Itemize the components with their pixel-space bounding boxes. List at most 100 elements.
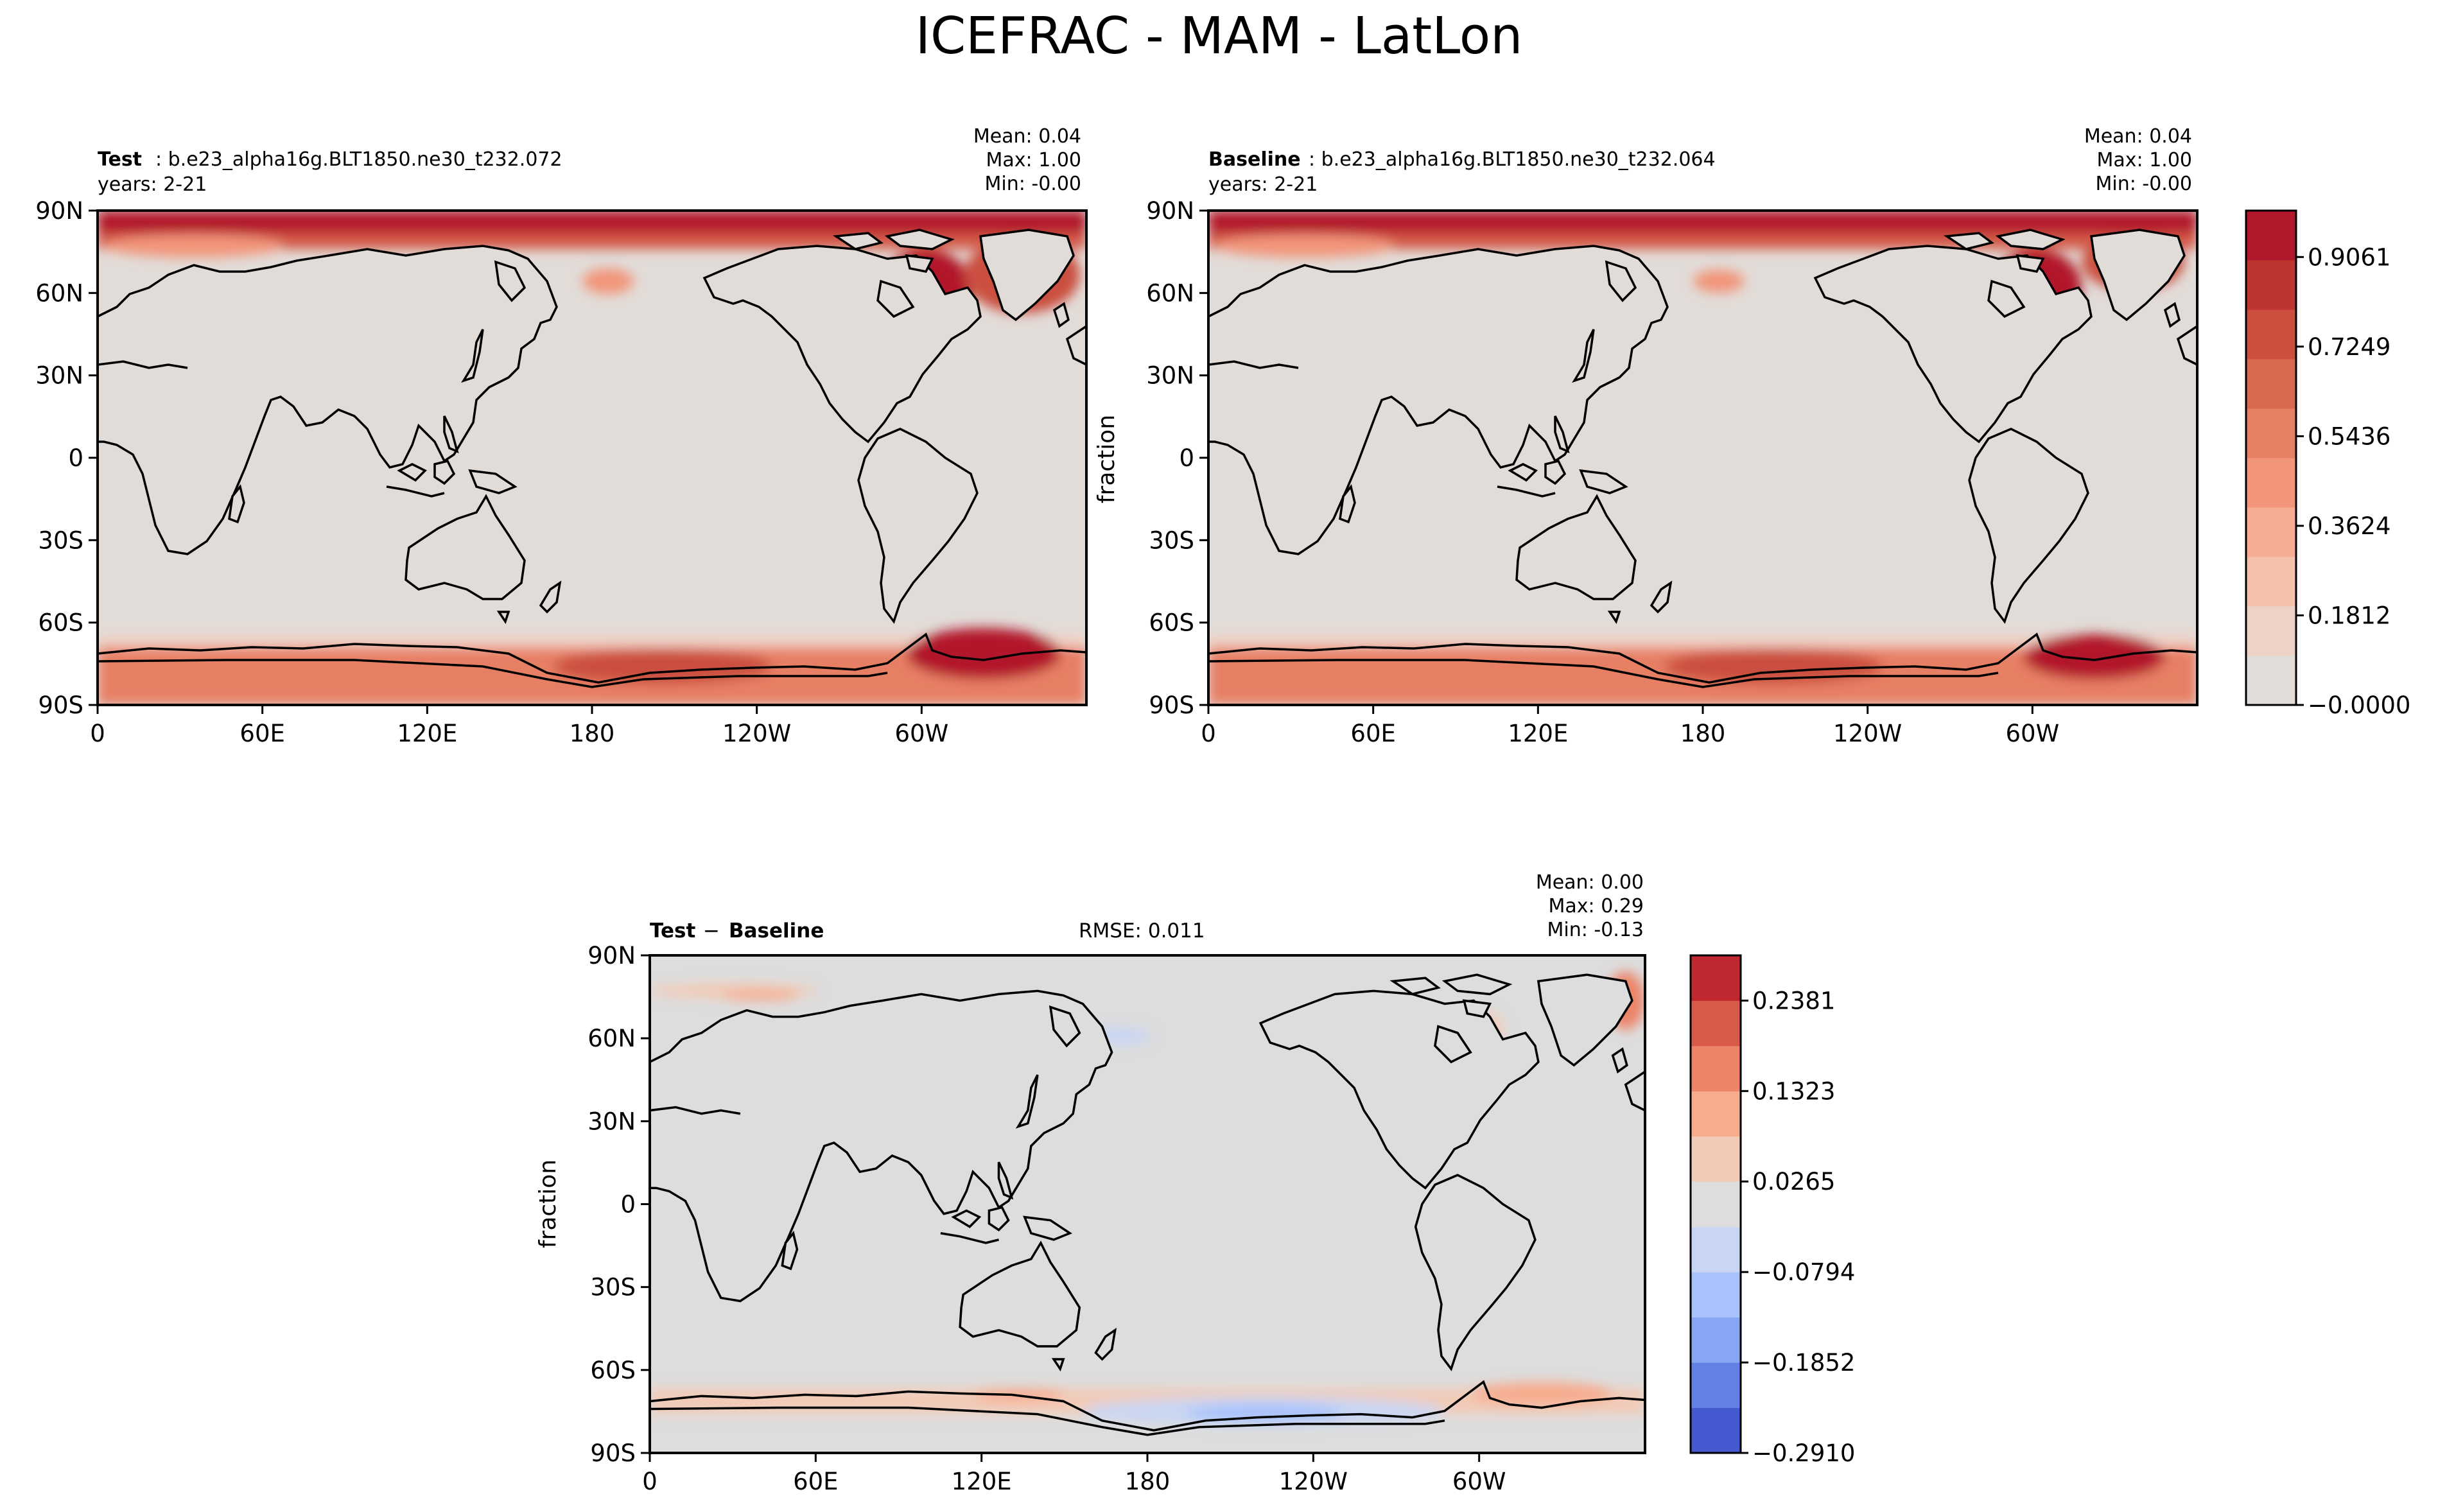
colorbar-segment (2246, 359, 2296, 409)
xtick-label: 60W (894, 720, 948, 747)
xtick-label: 60E (1350, 720, 1395, 747)
baseline-years: years: 2-21 (1208, 173, 1318, 196)
colorbar-segment (1691, 1226, 1741, 1273)
colorbar-segment (2246, 458, 2296, 508)
ytick-label: 30S (590, 1274, 636, 1301)
colorbar-segment (2246, 507, 2296, 557)
colorbar-segment (1691, 1000, 1741, 1047)
xtick-label: 0 (1201, 720, 1216, 747)
colorbar-tick-label: −0.0794 (1752, 1258, 1855, 1286)
colorbar-segment (1691, 1362, 1741, 1409)
colorbar-segment (2246, 260, 2296, 310)
baseline-min: Min: -0.00 (2096, 173, 2193, 195)
ytick-label: 90N (35, 197, 83, 225)
xtick-label: 180 (1680, 720, 1726, 747)
diff-min: Min: -0.13 (1547, 919, 1644, 941)
colorbar-segment (1691, 1045, 1741, 1091)
diff-max: Max: 0.29 (1549, 895, 1644, 917)
xtick-label: 0 (90, 720, 105, 747)
ytick-label: 0 (1179, 444, 1194, 472)
xtick-label: 120W (1279, 1468, 1348, 1495)
xtick-label: 60E (793, 1468, 838, 1495)
colorbar-tick-label: 0.3624 (2308, 512, 2390, 540)
colorbar-tick-label: 0.5436 (2308, 422, 2390, 450)
test-label-bold: Test (98, 148, 142, 171)
colorbar-segment (2246, 557, 2296, 607)
ytick-label: 60S (590, 1357, 636, 1384)
difference-map (650, 955, 1645, 1453)
test-map (98, 211, 1086, 705)
test-label-rest: : b.e23_alpha16g.BLT1850.ne30_t232.072 (155, 148, 562, 171)
xtick-label: 60E (239, 720, 284, 747)
ytick-label: 60N (35, 279, 83, 307)
colorbar-segment (1691, 1407, 1741, 1454)
baseline-label-rest: : b.e23_alpha16g.BLT1850.ne30_t232.064 (1309, 148, 1716, 171)
ytick-label: 90N (1146, 197, 1194, 225)
xtick-label: 60W (1452, 1468, 1506, 1495)
colorbar-segment (2246, 656, 2296, 706)
baseline-label-bold: Baseline (1208, 148, 1301, 171)
baseline-map (1208, 211, 2197, 705)
test-mean: Mean: 0.04 (973, 125, 1081, 148)
colorbar-tick-label: 0.7249 (2308, 333, 2390, 361)
xtick-label: 120W (722, 720, 791, 747)
figure-title: ICEFRAC - MAM - LatLon (915, 6, 1523, 65)
test-max: Max: 1.00 (986, 149, 1081, 171)
ytick-label: 90N (588, 942, 636, 969)
xtick-label: 180 (1125, 1468, 1171, 1495)
colorbar-tick-label: 0.0265 (1752, 1168, 1835, 1195)
xtick-label: 0 (642, 1468, 657, 1495)
ytick-label: 60S (38, 609, 83, 637)
ytick-label: 90S (38, 691, 83, 719)
colorbar-tick-label: 0.2381 (1752, 987, 1835, 1014)
panel-baseline: Baseline : b.e23_alpha16g.BLT1850.ne30_t… (1093, 125, 2199, 706)
colorbar-segment (1691, 1181, 1741, 1228)
diff-rmse: RMSE: 0.011 (1079, 919, 1205, 943)
ytick-label: 90S (590, 1439, 636, 1467)
xtick-label: 60W (2005, 720, 2059, 747)
colorbar-segment (1691, 1317, 1741, 1363)
ytick-label: 30N (588, 1108, 636, 1135)
colorbar-absolute: 0.9061 0.7249 0.5436 0.3624 0.1812 −0.0000 (2245, 209, 2410, 719)
panel-test: Test : b.e23_alpha16g.BLT1850.ne30_t232.… (96, 125, 1088, 706)
test-years: years: 2-21 (98, 173, 207, 196)
xtick-label: 120E (397, 720, 457, 747)
colorbar-tick-label: −0.0000 (2308, 691, 2410, 719)
xtick-label: 120E (952, 1468, 1012, 1495)
ytick-label: 30S (38, 526, 83, 554)
xtick-label: 180 (570, 720, 615, 747)
ytick-label: 30S (1149, 526, 1194, 554)
diff-label-baseline: Baseline (729, 919, 824, 943)
diff-label-sep: − (703, 919, 720, 943)
diff-label-test: Test (650, 919, 696, 943)
ytick-label: 60N (1146, 279, 1194, 307)
ytick-label: 30N (1146, 362, 1194, 390)
colorbar-segment (1691, 955, 1741, 1001)
colorbar-segment (1691, 1136, 1741, 1182)
diff-ylabel: fraction (535, 1160, 561, 1248)
ytick-label: 30N (35, 362, 83, 390)
colorbar-segment (1691, 1091, 1741, 1137)
colorbar-frame (2245, 209, 2297, 706)
colorbar-segment (2246, 408, 2296, 458)
colorbar-tick-label: 0.1812 (2308, 602, 2390, 629)
ytick-label: 60N (588, 1025, 636, 1052)
baseline-max: Max: 1.00 (2097, 149, 2192, 171)
test-min: Min: -0.00 (985, 173, 1082, 195)
colorbar-segment (2246, 309, 2296, 360)
colorbar-segment (2246, 211, 2296, 261)
ytick-label: 0 (68, 444, 83, 472)
ytick-label: 60S (1149, 609, 1194, 637)
baseline-mean: Mean: 0.04 (2084, 125, 2192, 148)
colorbar-tick-label: −0.2910 (1752, 1439, 1855, 1467)
colorbar-segment (1691, 1272, 1741, 1318)
xtick-label: 120E (1508, 720, 1568, 747)
colorbar-tick-label: 0.9061 (2308, 243, 2390, 271)
colorbar-frame (1689, 954, 1742, 1454)
diff-mean: Mean: 0.00 (1536, 871, 1644, 894)
colorbar-tick-label: 0.1323 (1752, 1077, 1835, 1105)
colorbar-segment (2246, 606, 2296, 656)
ytick-label: 0 (620, 1191, 636, 1219)
xtick-label: 120W (1833, 720, 1902, 747)
